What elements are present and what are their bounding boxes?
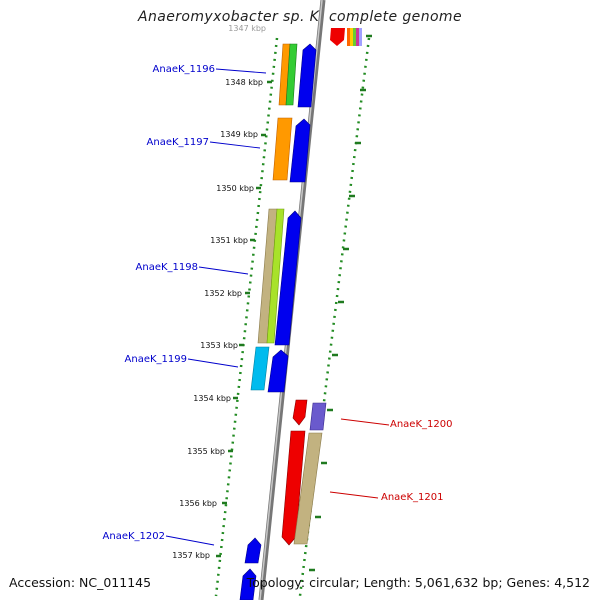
right-outer-dotted-line bbox=[298, 37, 371, 597]
tick-label-1350: 1350 kbp bbox=[216, 184, 254, 193]
left-outer-dotted-line bbox=[214, 37, 279, 597]
tick-label-1357: 1357 kbp bbox=[172, 551, 210, 560]
label-line-1201 bbox=[329, 491, 379, 499]
gene-1198-blue-arrow[interactable] bbox=[274, 210, 302, 346]
tick-label-1355: 1355 kbp bbox=[187, 447, 225, 456]
tick-label-1349: 1349 kbp bbox=[220, 130, 258, 139]
label-line-1197 bbox=[209, 141, 261, 149]
accession-text: Accession: NC_011145 bbox=[9, 575, 152, 590]
gene-label-1199[interactable]: AnaeK_1199 bbox=[125, 354, 187, 365]
gene-label-1197[interactable]: AnaeK_1197 bbox=[147, 137, 209, 148]
gene-rainbow-top-5[interactable] bbox=[359, 28, 362, 46]
tick-label-1354: 1354 kbp bbox=[193, 394, 231, 403]
tick-label-1348: 1348 kbp bbox=[225, 78, 263, 87]
gene-1199-blue-arrow[interactable] bbox=[267, 349, 289, 393]
gene-label-1200[interactable]: AnaeK_1200 bbox=[390, 419, 452, 430]
gene-1200-red-arrow[interactable] bbox=[292, 399, 308, 426]
gene-label-1202[interactable]: AnaeK_1202 bbox=[103, 531, 165, 542]
gene-rainbow-top-3[interactable] bbox=[353, 28, 356, 46]
label-line-1202 bbox=[165, 535, 215, 546]
right-tick-marks bbox=[309, 34, 372, 572]
gene-1201-khaki[interactable] bbox=[293, 432, 323, 545]
top-partial-genes[interactable] bbox=[330, 28, 362, 46]
gene-1196-blue-arrow[interactable] bbox=[297, 43, 317, 108]
gene-1197-blue-arrow[interactable] bbox=[289, 118, 311, 183]
gene-label-1196[interactable]: AnaeK_1196 bbox=[153, 64, 215, 75]
gene-1202-blue-arrow-2[interactable] bbox=[239, 568, 257, 600]
label-line-1199 bbox=[187, 358, 239, 368]
map-title: Anaeromyxobacter sp. K, complete genome bbox=[137, 9, 462, 25]
gene-1197-orange[interactable] bbox=[272, 117, 293, 181]
gene-rainbow-top-4[interactable] bbox=[356, 28, 359, 46]
left-tick-marks bbox=[216, 80, 272, 558]
label-line-1200 bbox=[340, 418, 390, 426]
topology-text: Topology: circular; Length: 5,061,632 bp… bbox=[246, 575, 590, 590]
gene-1198-lime[interactable] bbox=[266, 208, 285, 344]
gene-1196-green[interactable] bbox=[285, 43, 298, 106]
label-line-1198 bbox=[198, 266, 249, 275]
gene-1200-violet[interactable] bbox=[309, 402, 327, 431]
gene-rainbow-top-2[interactable] bbox=[350, 28, 353, 46]
gene-label-1198[interactable]: AnaeK_1198 bbox=[136, 262, 198, 273]
gene-arrow-red-top[interactable] bbox=[330, 28, 345, 46]
tick-label-1351: 1351 kbp bbox=[210, 236, 248, 245]
gene-rainbow-top[interactable] bbox=[347, 28, 350, 46]
tick-label-1356: 1356 kbp bbox=[179, 499, 217, 508]
gene-1202-blue-arrow[interactable] bbox=[244, 537, 262, 564]
tick-label-1347: 1347 kbp bbox=[228, 24, 266, 33]
gene-1199-cyan[interactable] bbox=[250, 346, 270, 391]
tick-label-1352: 1352 kbp bbox=[204, 289, 242, 298]
label-line-1196 bbox=[215, 68, 267, 74]
tick-label-1353: 1353 kbp bbox=[200, 341, 238, 350]
gene-1201-red-arrow[interactable] bbox=[281, 430, 306, 546]
gene-label-1201[interactable]: AnaeK_1201 bbox=[381, 492, 443, 503]
